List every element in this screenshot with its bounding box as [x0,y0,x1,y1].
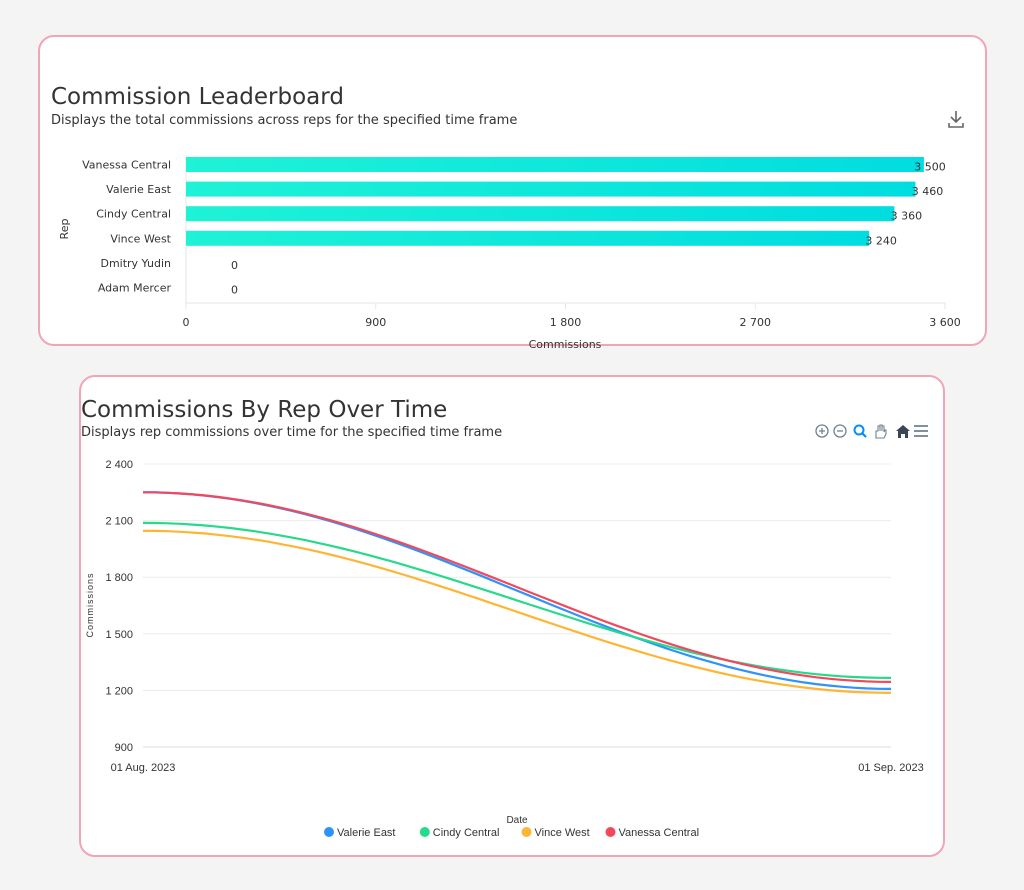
y-axis-title: Commissions [85,572,95,637]
y-tick-label: 2 100 [105,516,133,528]
x-tick-label: 3 600 [929,316,961,329]
bar-data-label: 3 500 [914,161,946,174]
y-axis-title: Rep [58,219,71,240]
y-tick-label: 1 800 [105,572,133,584]
bar [186,206,895,222]
y-category-label: Adam Mercer [98,282,172,295]
bar-data-label: 3 240 [865,234,897,247]
x-tick-label: 2 700 [740,316,772,329]
over-time-card [79,375,945,857]
bar-data-label: 3 460 [912,185,944,198]
y-category-label: Vanessa Central [82,159,171,172]
bar [186,181,916,197]
series-line-vince-west [142,529,892,694]
bar-data-label: 3 360 [891,210,923,223]
x-tick-label: 01 Aug. 2023 [111,762,176,774]
x-tick-label: 0 [183,316,190,329]
legend-marker [419,827,430,837]
x-tick-label: 01 Sep. 2023 [858,762,923,774]
y-tick-label: 1 500 [105,629,133,641]
y-tick-label: 1 200 [105,685,133,697]
bar [186,157,924,172]
download-icon[interactable] [947,109,965,133]
y-category-label: Vince West [110,232,171,245]
leaderboard-bar-chart: 0 900 1 800 2 700 3 600 Vanessa Central 3 500 V… [58,155,961,350]
pan-hand-icon[interactable] [875,424,887,439]
x-axis-title: Date [506,815,528,826]
legend-item[interactable]: Valerie East [337,827,396,839]
series-line-vanessa-central [142,491,892,683]
chart-toolbar [814,422,934,444]
zoom-select-icon[interactable] [853,424,867,438]
zoom-out-icon[interactable] [833,424,847,438]
y-category-label: Dmitry Yudin [100,257,171,270]
legend-marker [324,827,334,837]
x-tick-label: 1 800 [550,316,582,329]
zoom-in-icon[interactable] [815,424,829,438]
bar-data-label: 0 [231,284,238,297]
legend-item[interactable]: Cindy Central [433,827,500,839]
x-tick-label: 900 [365,316,386,329]
leaderboard-title: Commission Leaderboard [51,84,344,110]
legend-marker [605,827,616,837]
series-line-valerie-east [142,491,892,690]
series-line-cindy-central [142,521,892,679]
y-category-label: Cindy Central [96,208,171,221]
bar-data-label: 0 [231,259,238,272]
x-axis-title: Commissions [529,338,602,350]
y-tick-label: 2 400 [105,459,133,471]
y-tick-label: 900 [115,742,133,754]
y-category-label: Valerie East [106,183,172,196]
over-time-subtitle: Displays rep commissions over time for t… [81,425,503,440]
menu-icon[interactable] [914,425,928,437]
bar [186,230,870,246]
legend-item[interactable]: Vince West [535,827,590,839]
home-reset-icon[interactable] [896,425,910,438]
over-time-title: Commissions By Rep Over Time [81,397,448,423]
leaderboard-subtitle: Displays the total commissions across re… [51,113,518,128]
legend-item[interactable]: Vanessa Central [619,827,700,839]
legend-marker [521,827,532,837]
